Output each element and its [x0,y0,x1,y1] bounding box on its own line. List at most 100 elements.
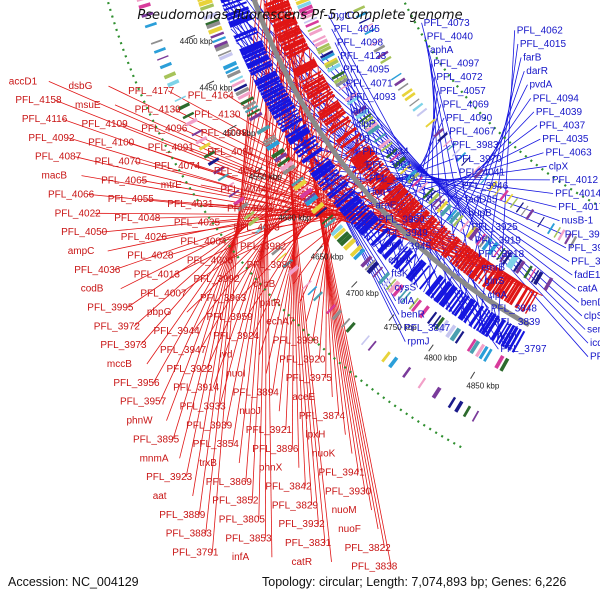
forward-gene-label: rpmJ [407,337,429,348]
outer-feature-block [271,245,283,256]
outer-feature-block [388,356,399,369]
forward-gene-label: PFL_4067 [449,127,496,138]
forward-gene-block [353,209,373,228]
outer-feature-block [307,285,318,296]
forward-gene-block [433,280,450,302]
forward-gene-block [475,310,491,332]
outer-feature-block [233,196,245,206]
cog-category-block [297,184,310,195]
reverse-gene-block [521,290,536,313]
cog-category-block [314,38,329,48]
cog-category-block [478,235,489,248]
reverse-gene-label: PFL_3973 [100,340,147,351]
cog-category-block [440,203,453,217]
forward-gene-block [350,206,370,225]
reverse-gene-block [419,217,438,238]
inner-feature-block [470,165,480,176]
reverse-gene-block [409,209,428,229]
cog-category-block [320,50,334,59]
reverse-gene-label: PFL_4044 [220,185,267,196]
forward-gene-label: aphA [430,45,454,56]
reverse-gene-label: mccB [107,359,132,370]
reverse-gene-label: PFL_3921 [246,425,293,436]
reverse-connector-line [299,147,371,303]
forward-gene-block [281,117,303,133]
outer-feature-block [213,165,225,175]
forward-gene-label: PFL_4098 [337,38,384,49]
cog-category-block [212,36,226,44]
reverse-gene-label: ivd [220,350,233,361]
cog-category-block [330,224,344,237]
cog-category-block [226,69,241,79]
reverse-gene-block [503,280,519,302]
outer-feature-block [341,317,351,328]
forward-gene-label: PFL_3946 [462,181,509,192]
cog-category-block [392,156,406,169]
forward-gene-label: PFL_4045 [334,24,381,35]
forward-gene-block [339,195,361,214]
reverse-connector-line [312,115,349,341]
cog-category-block [499,357,510,372]
cog-category-block [492,245,503,258]
reverse-gene-block [386,187,407,207]
cog-category-block [527,268,537,281]
cog-category-block [315,206,328,218]
reverse-gene-block [371,170,391,188]
reverse-gene-label: PFL_3914 [173,383,220,394]
scale-tick [470,371,476,379]
reverse-gene-label: PFL_3972 [94,321,141,332]
reverse-gene-label: PFL_4043 [227,204,274,215]
reverse-gene-label: PFL_4100 [88,138,135,149]
forward-connector-line [254,0,499,350]
reverse-gene-label: PFL_3944 [154,326,201,337]
forward-gene-block [426,275,444,297]
forward-gene-label: PFL_4094 [533,93,580,104]
reverse-connector-line [133,127,357,327]
reverse-gene-label: PFL_4028 [127,251,174,262]
inner-feature-block [409,98,420,107]
cog-category-block [279,160,294,172]
scale-tick-label: 4600 kbp [278,214,311,223]
cog-category-block [242,100,257,110]
forward-connector-line [220,0,579,303]
forward-gene-block [405,259,424,280]
reverse-gene-block [304,79,327,94]
cog-category-block [515,260,526,274]
reverse-connector-line [205,0,262,534]
reverse-gene-block [266,2,291,15]
outer-feature-block [177,102,191,111]
forward-gene-block [228,13,252,26]
forward-gene-label: PFL_3945 [385,242,432,253]
cog-category-block [265,139,280,151]
inner-feature-block [380,55,392,65]
reverse-connector-line [140,111,346,346]
cog-category-block [483,348,493,362]
reverse-gene-block [270,11,294,24]
cog-category-block [273,152,288,163]
cog-category-block [365,121,379,133]
reverse-gene-label: PFL_3982 [240,241,287,252]
outer-feature-block [276,252,287,262]
reverse-gene-block [277,26,301,40]
forward-gene-label: PFL_4123 [340,51,387,62]
cog-category-block [397,288,408,301]
cog-category-block [418,305,430,319]
forward-gene-label: PFL_3949 [382,228,429,239]
forward-gene-block [265,92,289,107]
scale-tick [388,314,395,321]
forward-gene-label: PFL_3970 [456,154,503,165]
scale-tick-label: 4850 kbp [466,382,499,391]
reverse-gene-label: nuoM [332,505,357,516]
inner-feature-block [499,189,509,201]
forward-gene-label: PFL_4073 [424,18,471,29]
forward-gene-label: benR [401,310,425,321]
inner-feature-block [353,5,366,13]
outer-feature-block [381,351,391,363]
reverse-gene-label: PFL_3939 [186,420,233,431]
cog-category-block [408,297,419,310]
forward-gene-block [495,321,509,343]
forward-gene-block [338,194,359,212]
forward-gene-block [229,16,253,28]
forward-gene-block [453,295,470,317]
cog-category-block [523,265,533,279]
